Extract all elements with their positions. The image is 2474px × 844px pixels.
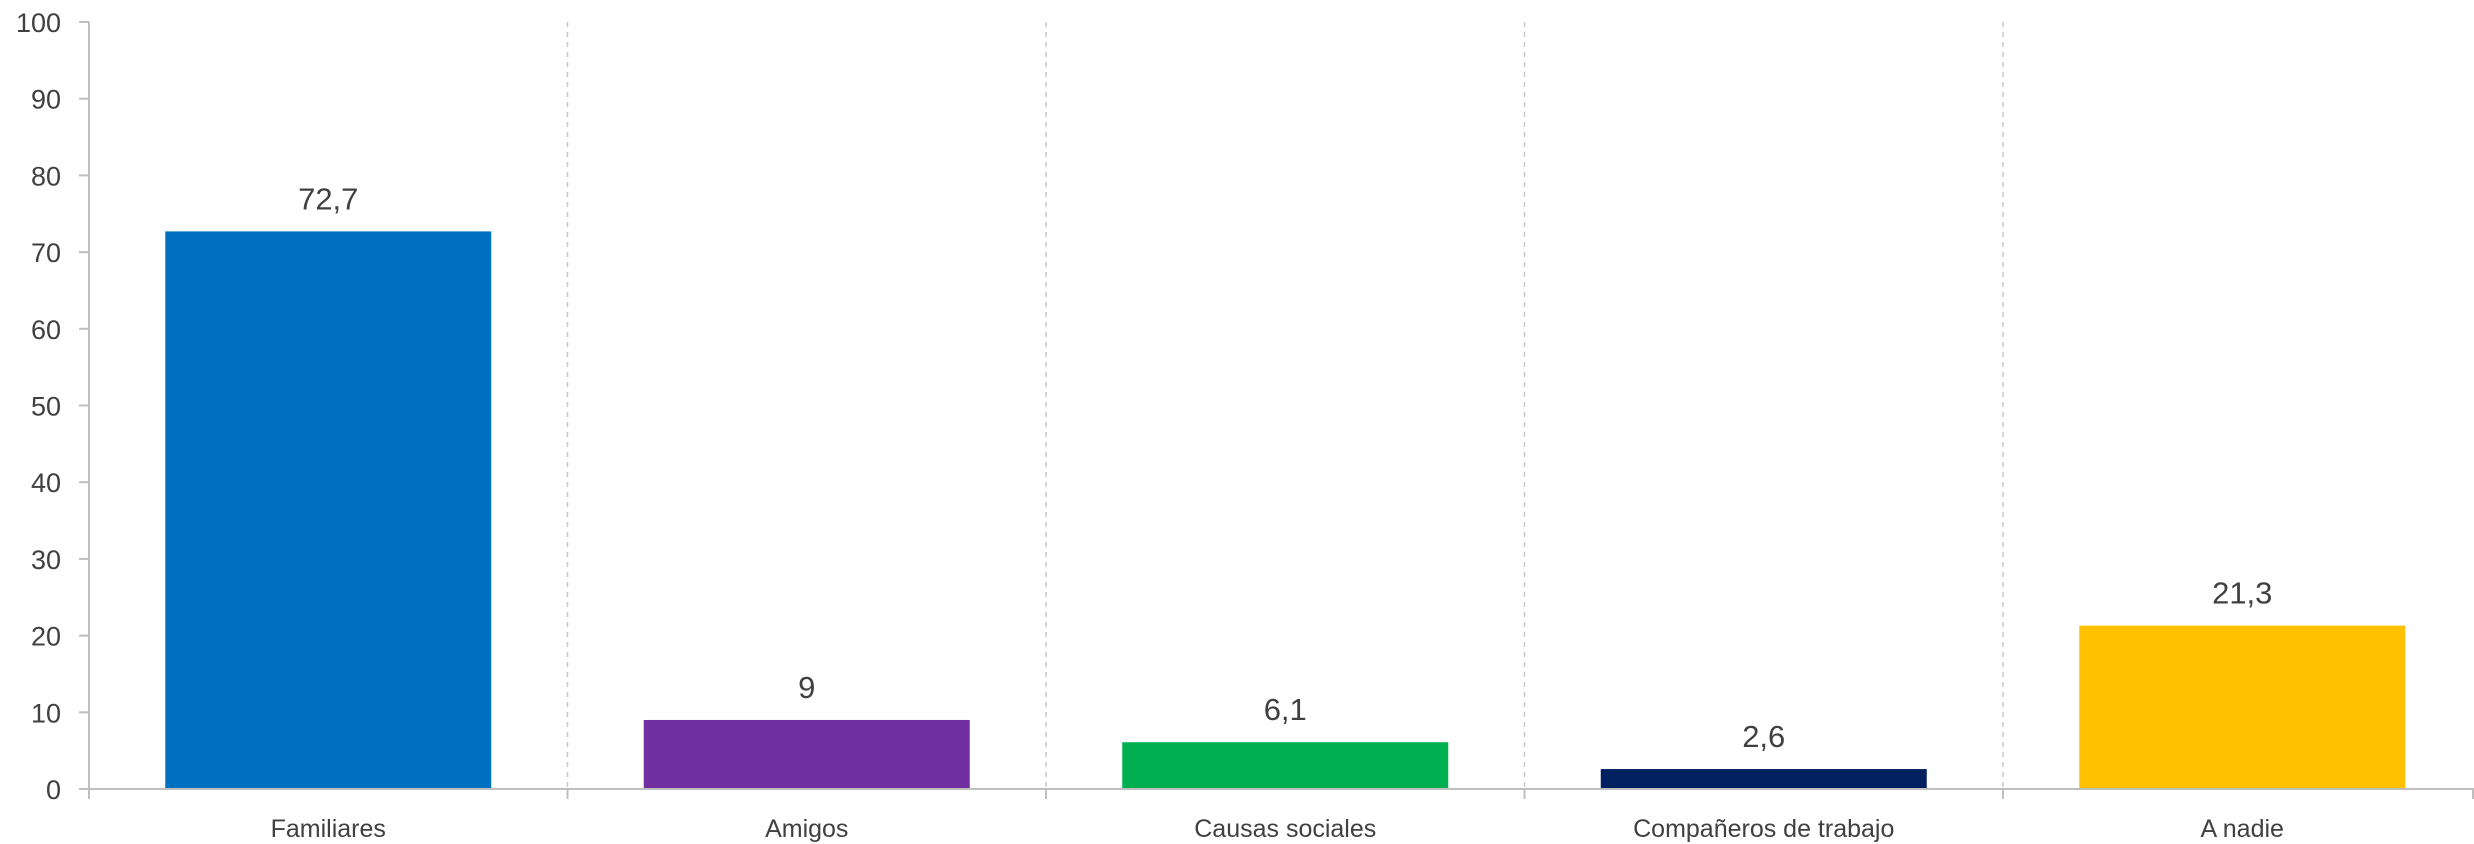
- y-tick-label: 80: [31, 161, 61, 191]
- category-label: A nadie: [2201, 815, 2284, 843]
- category-separators: [566, 22, 2004, 789]
- bars: [165, 231, 2406, 790]
- category-label: Compañeros de trabajo: [1633, 815, 1894, 843]
- bar: [1122, 742, 1449, 789]
- data-label: 21,3: [2212, 576, 2272, 611]
- category-label: Amigos: [765, 815, 848, 843]
- y-tick-label: 10: [31, 698, 61, 728]
- bar: [1600, 769, 1927, 789]
- category-label: Causas sociales: [1194, 815, 1376, 843]
- y-tick-label: 30: [31, 545, 61, 575]
- y-tick-label: 100: [16, 8, 61, 38]
- data-labels: 72,7 9 6,1 2,6 21,3: [298, 181, 2272, 754]
- data-label: 72,7: [298, 181, 358, 216]
- y-tick-label: 50: [31, 392, 61, 422]
- y-tick-label: 0: [46, 775, 61, 805]
- data-label: 6,1: [1264, 692, 1307, 727]
- y-axis: 0 10 20 30 40 50 60 70 80 90 100: [16, 8, 90, 805]
- y-tick-label: 70: [31, 238, 61, 268]
- data-label: 9: [798, 670, 815, 705]
- category-label: Familiares: [271, 815, 386, 843]
- x-axis: Familiares Amigos Causas sociales Compañero…: [88, 788, 2474, 843]
- data-label: 2,6: [1742, 719, 1785, 754]
- y-tick-label: 60: [31, 315, 61, 345]
- bar: [643, 719, 970, 789]
- y-tick-label: 40: [31, 468, 61, 498]
- y-tick-label: 20: [31, 622, 61, 652]
- y-tick-label: 90: [31, 85, 61, 115]
- bar: [165, 231, 492, 790]
- bar: [2079, 625, 2406, 789]
